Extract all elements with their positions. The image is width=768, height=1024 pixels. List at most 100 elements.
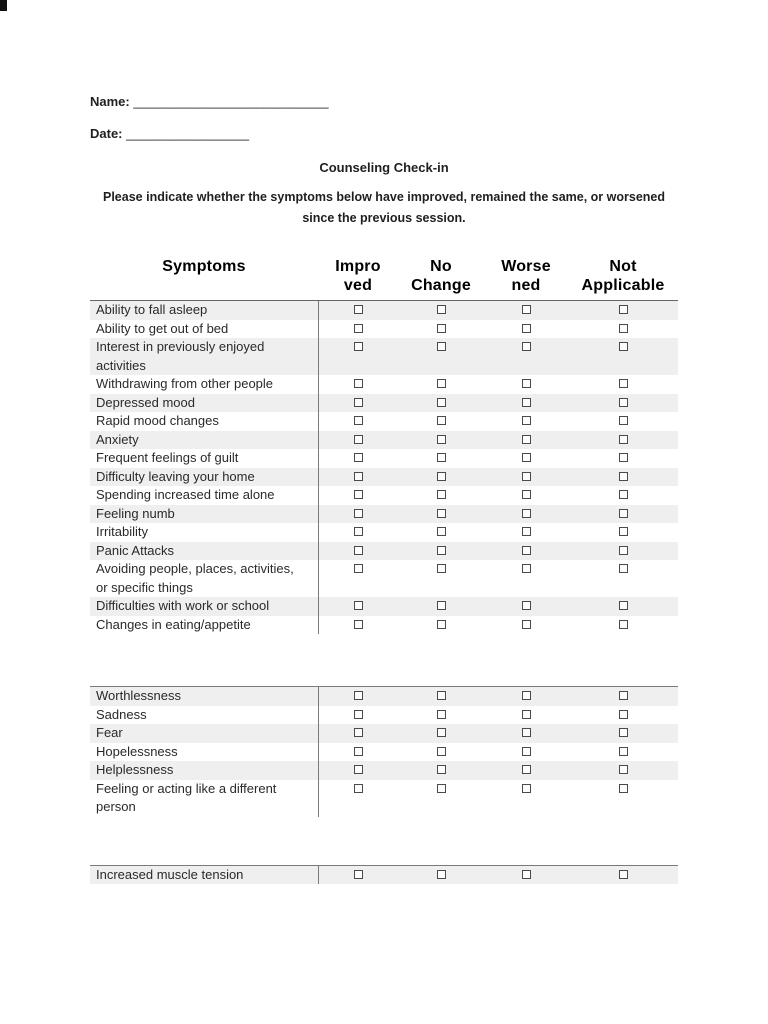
checkbox-not-applicable[interactable] xyxy=(618,691,628,700)
checkbox-no-change[interactable] xyxy=(436,869,446,879)
checkbox-improved[interactable] xyxy=(354,869,363,879)
checkbox-not-applicable[interactable] xyxy=(618,471,628,481)
symptom-label: Anxiety xyxy=(96,431,139,447)
checkbox-no-change[interactable] xyxy=(436,508,446,518)
checkbox-worsened[interactable] xyxy=(521,783,531,793)
checkbox-improved[interactable] xyxy=(354,527,363,536)
checkbox-improved[interactable] xyxy=(354,305,363,314)
checkbox-worsened[interactable] xyxy=(521,305,531,314)
checkbox-worsened[interactable] xyxy=(521,601,531,610)
checkbox-no-change[interactable] xyxy=(436,527,446,536)
checkbox-worsened[interactable] xyxy=(521,869,531,879)
checkbox-worsened[interactable] xyxy=(521,564,531,573)
checkbox-not-applicable[interactable] xyxy=(618,869,628,879)
checkbox-improved[interactable] xyxy=(354,508,363,518)
checkbox-no-change[interactable] xyxy=(436,601,446,610)
checkbox-improved[interactable] xyxy=(354,709,363,719)
checkbox-improved[interactable] xyxy=(354,728,363,737)
checkbox-improved[interactable] xyxy=(354,691,363,700)
checkbox-no-change[interactable] xyxy=(436,471,446,481)
checkbox-improved[interactable] xyxy=(354,765,363,774)
checkbox-improved[interactable] xyxy=(354,564,363,573)
checkbox-not-applicable[interactable] xyxy=(618,545,628,555)
checkbox-not-applicable[interactable] xyxy=(618,305,628,314)
checkbox-not-applicable[interactable] xyxy=(618,416,628,425)
checkbox-not-applicable[interactable] xyxy=(618,323,628,333)
option-cell-improved xyxy=(318,467,398,486)
checkbox-no-change[interactable] xyxy=(436,709,446,719)
checkbox-worsened[interactable] xyxy=(521,619,531,629)
date-blank-line[interactable]: _________________ xyxy=(126,126,250,141)
checkbox-not-applicable[interactable] xyxy=(618,379,628,388)
checkbox-worsened[interactable] xyxy=(521,691,531,700)
option-cell-improved xyxy=(318,449,398,468)
checkbox-worsened[interactable] xyxy=(521,746,531,756)
checkbox-worsened[interactable] xyxy=(521,709,531,719)
checkbox-worsened[interactable] xyxy=(521,453,531,462)
checkbox-not-applicable[interactable] xyxy=(618,619,628,629)
form-page: Name: ___________________________ Date: … xyxy=(90,94,678,884)
checkbox-no-change[interactable] xyxy=(436,342,446,351)
checkbox-worsened[interactable] xyxy=(521,434,531,444)
checkbox-worsened[interactable] xyxy=(521,323,531,333)
checkbox-not-applicable[interactable] xyxy=(618,783,628,793)
checkbox-improved[interactable] xyxy=(354,619,363,629)
checkbox-worsened[interactable] xyxy=(521,527,531,536)
checkbox-no-change[interactable] xyxy=(436,416,446,425)
checkbox-not-applicable[interactable] xyxy=(618,765,628,774)
checkbox-not-applicable[interactable] xyxy=(618,527,628,536)
symptom-label: Sadness xyxy=(96,706,147,722)
checkbox-no-change[interactable] xyxy=(436,746,446,756)
checkbox-worsened[interactable] xyxy=(521,728,531,737)
checkbox-not-applicable[interactable] xyxy=(618,564,628,573)
checkbox-not-applicable[interactable] xyxy=(618,508,628,518)
checkbox-not-applicable[interactable] xyxy=(618,728,628,737)
checkbox-improved[interactable] xyxy=(354,397,363,407)
checkbox-no-change[interactable] xyxy=(436,545,446,555)
checkbox-improved[interactable] xyxy=(354,379,363,388)
checkbox-no-change[interactable] xyxy=(436,453,446,462)
checkbox-worsened[interactable] xyxy=(521,765,531,774)
checkbox-worsened[interactable] xyxy=(521,471,531,481)
option-cell-worsened xyxy=(484,560,568,597)
checkbox-no-change[interactable] xyxy=(436,379,446,388)
checkbox-improved[interactable] xyxy=(354,783,363,793)
checkbox-no-change[interactable] xyxy=(436,305,446,314)
checkbox-improved[interactable] xyxy=(354,746,363,756)
checkbox-improved[interactable] xyxy=(354,453,363,462)
checkbox-improved[interactable] xyxy=(354,601,363,610)
checkbox-worsened[interactable] xyxy=(521,397,531,407)
checkbox-worsened[interactable] xyxy=(521,545,531,555)
checkbox-not-applicable[interactable] xyxy=(618,342,628,351)
checkbox-worsened[interactable] xyxy=(521,508,531,518)
name-blank-line[interactable]: ___________________________ xyxy=(133,94,329,109)
checkbox-no-change[interactable] xyxy=(436,783,446,793)
checkbox-no-change[interactable] xyxy=(436,765,446,774)
checkbox-not-applicable[interactable] xyxy=(618,709,628,719)
checkbox-improved[interactable] xyxy=(354,434,363,444)
checkbox-worsened[interactable] xyxy=(521,490,531,499)
checkbox-no-change[interactable] xyxy=(436,564,446,573)
checkbox-no-change[interactable] xyxy=(436,691,446,700)
checkbox-no-change[interactable] xyxy=(436,323,446,333)
checkbox-improved[interactable] xyxy=(354,545,363,555)
checkbox-no-change[interactable] xyxy=(436,490,446,499)
checkbox-not-applicable[interactable] xyxy=(618,453,628,462)
checkbox-worsened[interactable] xyxy=(521,342,531,351)
checkbox-not-applicable[interactable] xyxy=(618,434,628,444)
checkbox-not-applicable[interactable] xyxy=(618,397,628,407)
checkbox-improved[interactable] xyxy=(354,416,363,425)
checkbox-improved[interactable] xyxy=(354,490,363,499)
checkbox-no-change[interactable] xyxy=(436,619,446,629)
checkbox-improved[interactable] xyxy=(354,471,363,481)
checkbox-no-change[interactable] xyxy=(436,728,446,737)
checkbox-not-applicable[interactable] xyxy=(618,490,628,499)
checkbox-improved[interactable] xyxy=(354,342,363,351)
checkbox-worsened[interactable] xyxy=(521,416,531,425)
checkbox-worsened[interactable] xyxy=(521,379,531,388)
checkbox-not-applicable[interactable] xyxy=(618,746,628,756)
checkbox-improved[interactable] xyxy=(354,323,363,333)
checkbox-no-change[interactable] xyxy=(436,434,446,444)
checkbox-not-applicable[interactable] xyxy=(618,601,628,610)
checkbox-no-change[interactable] xyxy=(436,397,446,407)
